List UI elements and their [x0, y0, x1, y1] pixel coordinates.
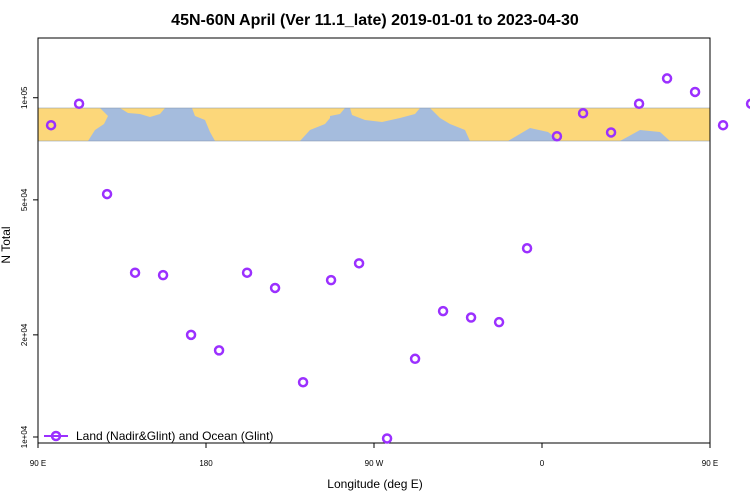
legend: Land (Nadir&Glint) and Ocean (Glint) — [44, 429, 273, 443]
data-point — [213, 345, 225, 356]
data-point — [437, 305, 449, 317]
data-point — [745, 98, 750, 109]
data-point — [465, 312, 477, 323]
data-point — [409, 353, 421, 365]
y-axis-label: N Total — [0, 226, 13, 263]
data-point — [157, 269, 169, 281]
data-point — [101, 188, 113, 200]
y-tick-label: 1e+04 — [20, 425, 29, 448]
x-axis-label: Longitude (deg E) — [327, 477, 422, 491]
data-point — [605, 127, 617, 138]
data-point — [185, 329, 197, 341]
data-point — [241, 267, 253, 278]
legend-marker — [50, 430, 62, 442]
data-point — [689, 86, 701, 98]
legend-label: Land (Nadir&Glint) and Ocean (Glint) — [76, 429, 273, 443]
data-point — [129, 267, 141, 278]
chart-title: 45N-60N April (Ver 11.1_late) 2019-01-01… — [171, 12, 579, 29]
y-tick-label: 5e+04 — [20, 188, 29, 211]
data-point — [73, 98, 85, 110]
y-tick-label: 2e+04 — [20, 323, 29, 346]
world-map-strip — [37, 107, 711, 142]
plot-background — [38, 38, 710, 443]
x-tick-label: 90 E — [702, 459, 718, 468]
data-point — [577, 108, 589, 119]
data-point — [633, 98, 645, 110]
y-axis: 1e+04 2e+04 5e+04 1e+05 — [20, 86, 38, 448]
data-point — [493, 316, 505, 328]
data-point — [717, 119, 729, 131]
data-point — [45, 119, 57, 131]
map-land — [38, 108, 710, 141]
data-points — [45, 73, 750, 444]
data-point — [353, 258, 365, 269]
data-point — [269, 282, 281, 294]
data-point — [551, 130, 563, 142]
x-tick-label: 90 W — [365, 459, 384, 468]
x-tick-label: 180 — [199, 459, 213, 468]
x-tick-label: 0 — [540, 459, 545, 468]
y-tick-label: 1e+05 — [20, 86, 29, 109]
data-point — [297, 376, 309, 388]
data-point — [325, 274, 337, 286]
data-point — [521, 243, 533, 254]
data-point — [661, 73, 673, 84]
x-tick-label: 90 E — [30, 459, 46, 468]
data-point — [381, 433, 393, 444]
